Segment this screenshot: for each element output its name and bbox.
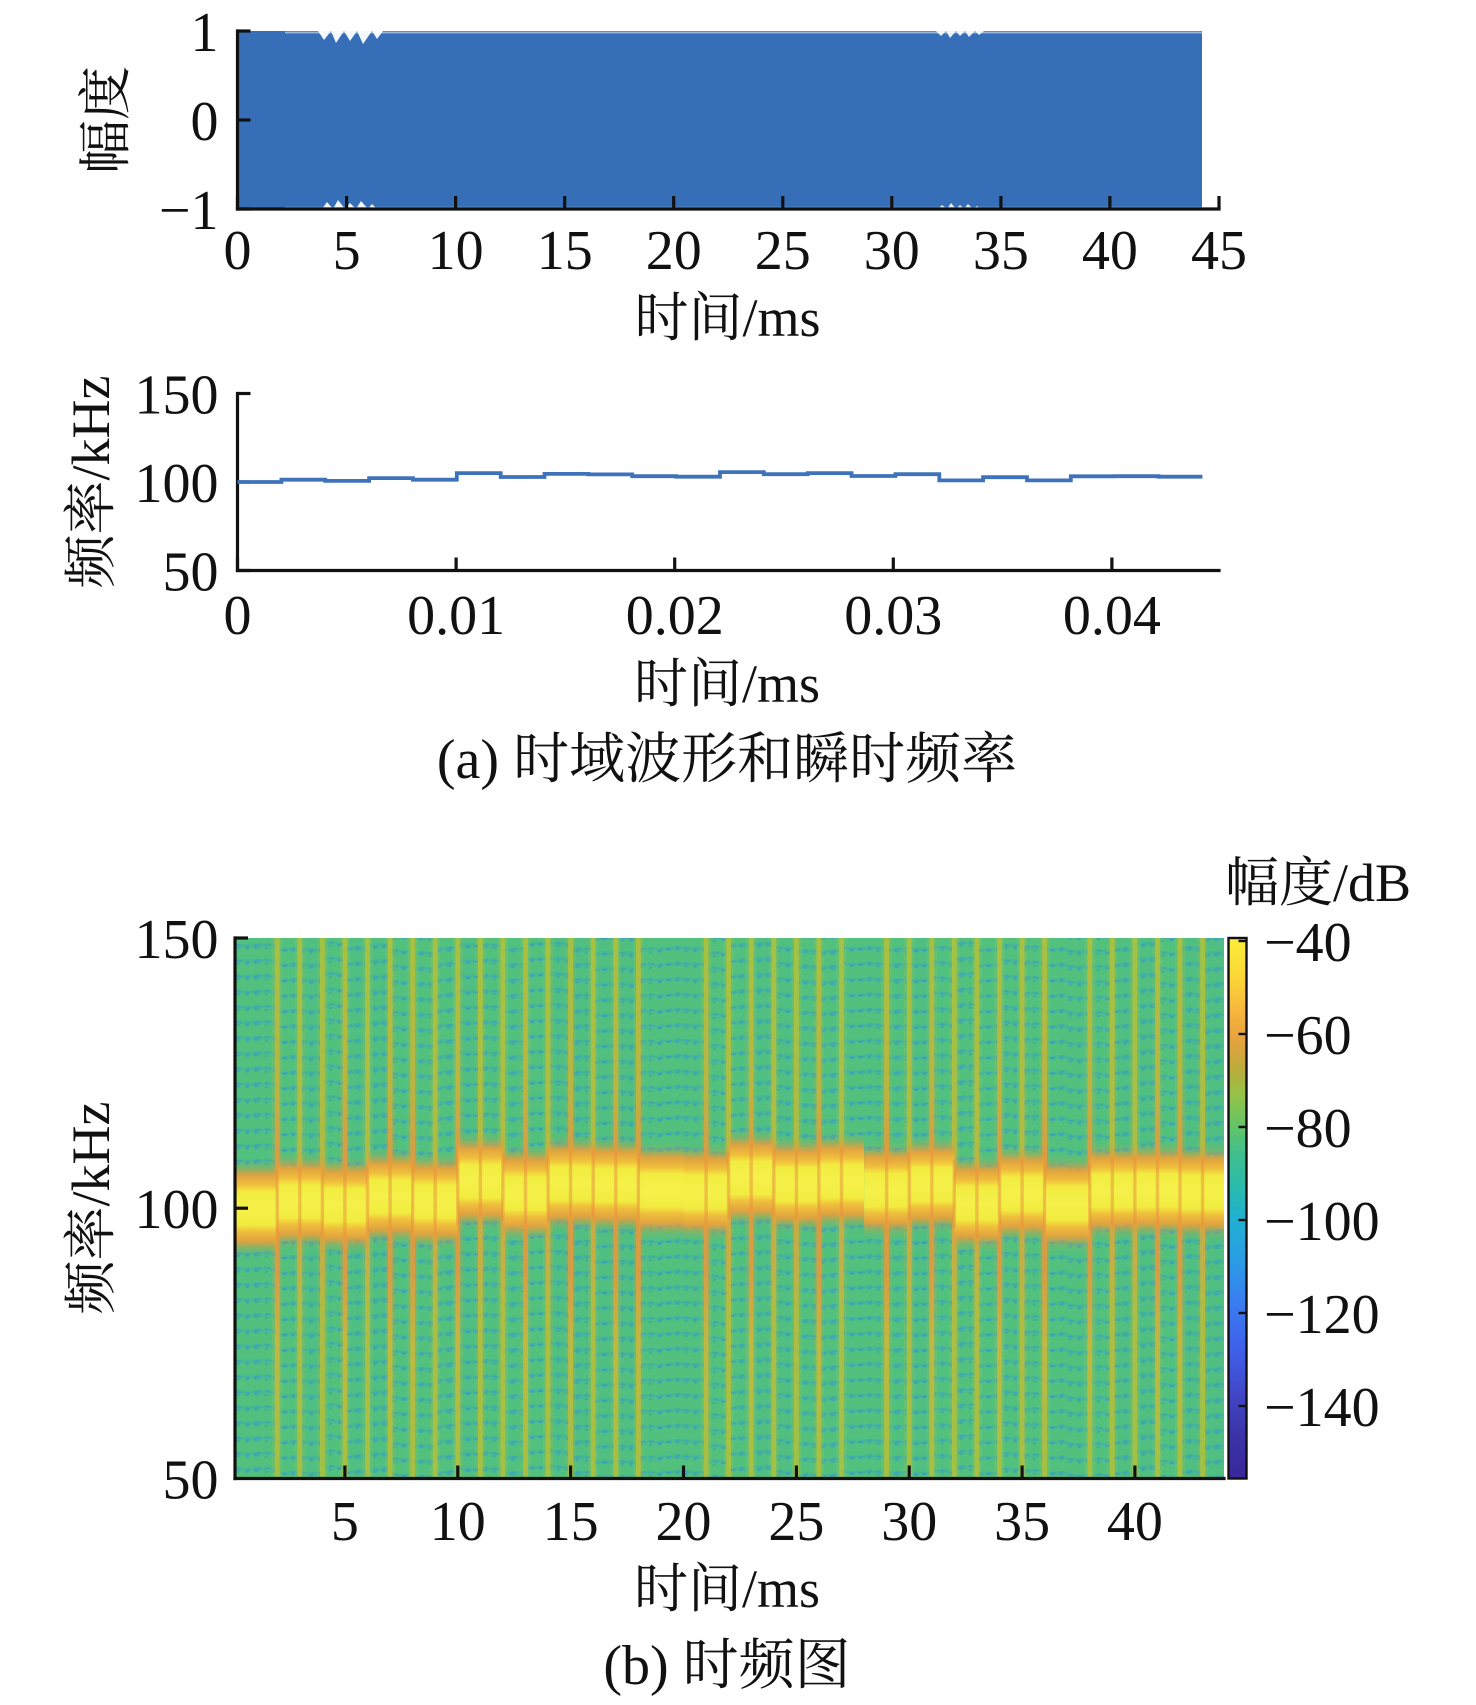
svg-text:/kHz: /kHz [61,376,121,481]
svg-text:(a): (a) [437,729,499,791]
svg-text:20: 20 [646,220,702,282]
svg-text:40: 40 [1082,220,1138,282]
svg-text:50: 50 [163,541,219,603]
svg-text:0.04: 0.04 [1063,585,1161,647]
svg-text:45: 45 [1191,220,1247,282]
svg-text:20: 20 [656,1491,712,1553]
svg-text:−100: −100 [1264,1191,1380,1253]
svg-text:−140: −140 [1264,1377,1380,1439]
svg-text:0: 0 [224,220,252,282]
svg-text:25: 25 [768,1491,824,1553]
svg-text:10: 10 [428,220,484,282]
svg-text:−40: −40 [1264,912,1352,974]
svg-text:40: 40 [1107,1491,1163,1553]
svg-text:5: 5 [333,220,361,282]
svg-text:/ms: /ms [743,288,821,348]
svg-text:100: 100 [135,1179,219,1241]
svg-text:35: 35 [994,1491,1050,1553]
svg-text:−60: −60 [1264,1005,1352,1067]
svg-text:−120: −120 [1264,1284,1380,1346]
svg-text:5: 5 [331,1491,359,1553]
svg-text:10: 10 [430,1491,486,1553]
svg-text:1: 1 [191,2,219,64]
svg-text:30: 30 [881,1491,937,1553]
svg-text:0: 0 [224,585,252,647]
svg-text:50: 50 [163,1449,219,1511]
svg-text:(b): (b) [603,1635,668,1697]
svg-text:150: 150 [135,364,219,426]
svg-text:0.03: 0.03 [844,585,942,647]
svg-text:30: 30 [864,220,920,282]
svg-text:15: 15 [537,220,593,282]
svg-text:100: 100 [135,453,219,515]
svg-text:/ms: /ms [742,1559,820,1619]
svg-text:15: 15 [543,1491,599,1553]
svg-text:/ms: /ms [742,654,820,714]
svg-text:150: 150 [135,909,219,971]
svg-text:−80: −80 [1264,1098,1352,1160]
svg-text:0.01: 0.01 [407,585,505,647]
svg-text:25: 25 [755,220,811,282]
svg-text:/dB: /dB [1333,853,1411,913]
svg-text:0.02: 0.02 [626,585,724,647]
svg-text:−1: −1 [159,180,219,242]
svg-text:35: 35 [973,220,1029,282]
svg-text:0: 0 [191,91,219,153]
svg-text:/kHz: /kHz [61,1102,121,1207]
